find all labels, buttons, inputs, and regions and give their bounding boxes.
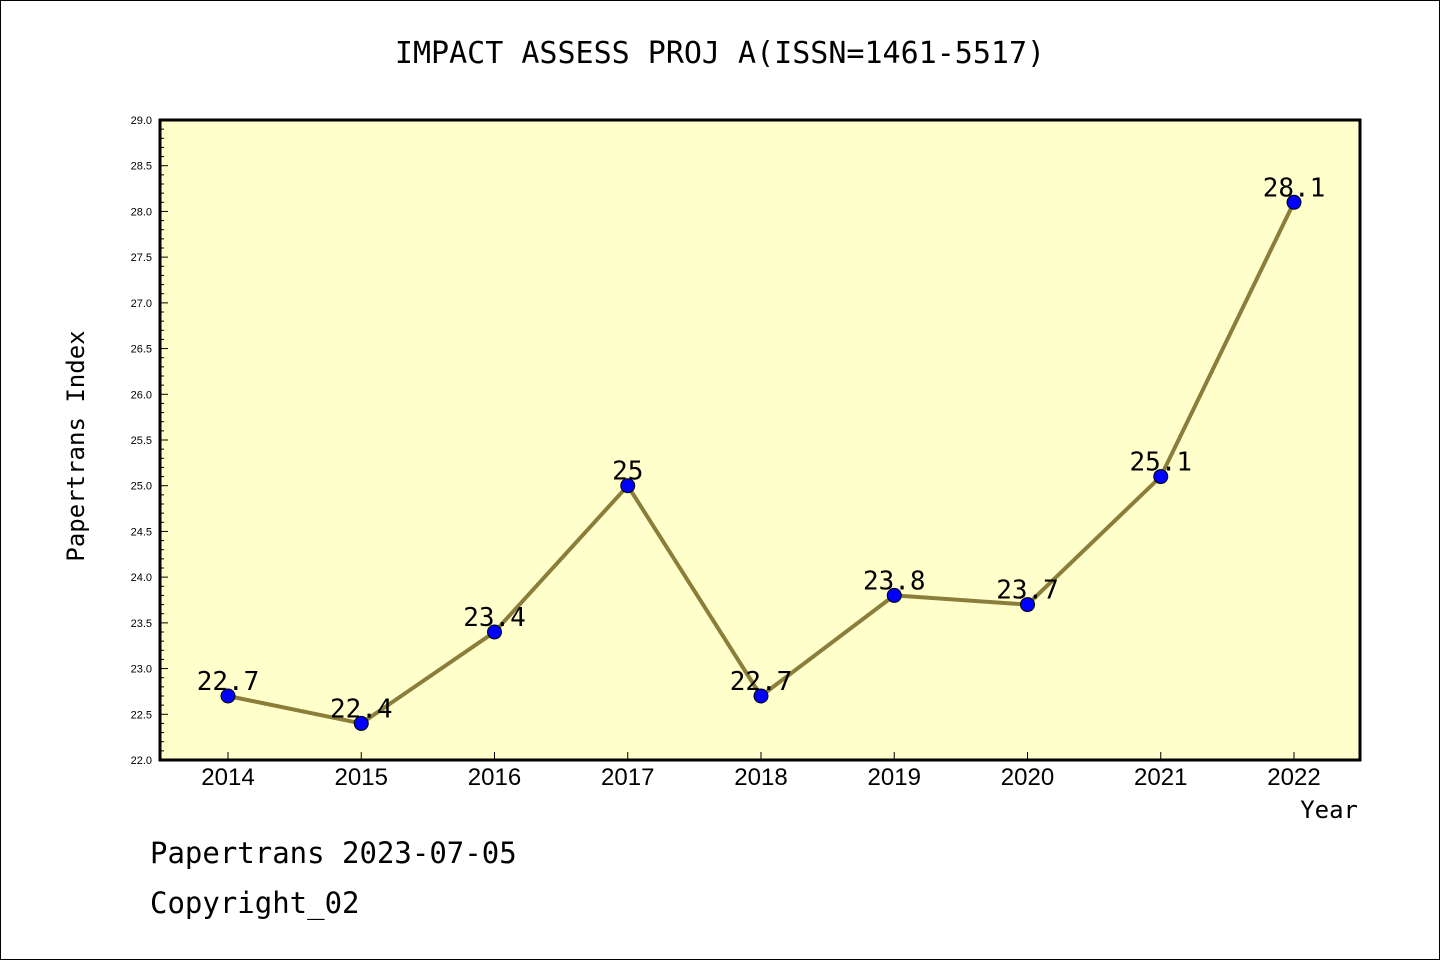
data-label: 28.1 xyxy=(1263,173,1326,203)
y-tick-label: 27.0 xyxy=(131,298,152,310)
y-tick-label: 24.0 xyxy=(131,572,152,584)
y-tick-label: 26.0 xyxy=(131,389,152,401)
data-label: 23.7 xyxy=(996,576,1059,606)
data-label: 25 xyxy=(612,457,643,487)
data-label: 23.8 xyxy=(863,566,926,596)
data-point xyxy=(753,688,769,704)
x-axis-label: Year xyxy=(1300,796,1358,824)
data-point xyxy=(487,624,502,640)
data-label: 22.7 xyxy=(197,667,260,697)
y-tick-label: 25.0 xyxy=(131,481,152,493)
y-tick-label: 22.5 xyxy=(131,709,152,721)
y-tick-label: 24.5 xyxy=(131,526,152,538)
data-label: 23.4 xyxy=(463,603,526,633)
y-tick-label: 27.5 xyxy=(131,252,152,264)
y-tick-label: 23.0 xyxy=(131,664,152,676)
data-point xyxy=(620,478,636,494)
x-tick-label: 2021 xyxy=(1134,764,1187,791)
x-tick-label: 2022 xyxy=(1267,764,1320,791)
y-tick-label: 23.5 xyxy=(131,618,152,630)
y-tick-label: 22.0 xyxy=(131,755,152,767)
data-label: 25.1 xyxy=(1129,448,1192,478)
x-tick-label: 2019 xyxy=(868,764,921,791)
plot-area xyxy=(160,120,1360,760)
x-tick-label: 2018 xyxy=(734,764,787,791)
plot-border xyxy=(158,118,1362,762)
x-tick-label: 2017 xyxy=(601,764,654,791)
data-point xyxy=(1020,597,1035,613)
y-tick-label: 28.0 xyxy=(131,206,152,218)
x-tick-label: 2016 xyxy=(468,764,521,791)
x-tick-label: 2020 xyxy=(1001,764,1054,791)
y-tick-label: 26.5 xyxy=(131,344,152,356)
footer-date-text: Papertrans 2023-07-05 xyxy=(150,836,517,870)
data-point xyxy=(886,587,902,603)
x-tick-label: 2015 xyxy=(335,764,388,791)
data-labels: 22.7 22.4 23.4 25 22.7 23.8 23.7 25.1 28.1 xyxy=(197,173,1326,724)
data-label: 22.7 xyxy=(730,667,793,697)
x-tick-label: 2014 xyxy=(201,764,254,791)
data-point xyxy=(220,688,236,704)
y-tick-label: 25.5 xyxy=(131,435,152,447)
data-label: 22.4 xyxy=(330,694,393,724)
y-tick-label: 28.5 xyxy=(131,161,152,173)
data-point xyxy=(1153,469,1169,485)
data-point xyxy=(1286,194,1302,210)
series-markers xyxy=(220,194,1302,731)
data-point xyxy=(353,715,369,731)
footer-copyright-text: Copyright_02 xyxy=(150,886,360,920)
x-axis: 2014 2015 2016 2017 2018 2019 2020 2021 2022 xyxy=(201,752,1321,791)
y-tick-label: 29.0 xyxy=(131,115,152,127)
chart-title: IMPACT ASSESS PROJ A(ISSN=1461-5517) xyxy=(394,36,1046,71)
